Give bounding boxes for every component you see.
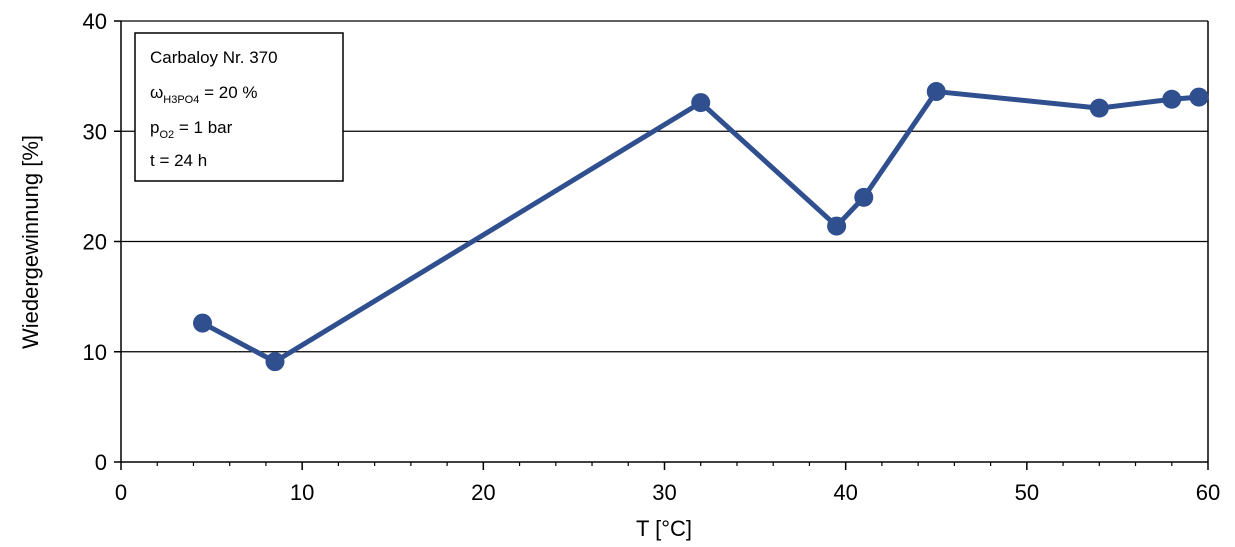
x-tick-label-0: 0: [115, 480, 127, 505]
annotation-line-2-sub: H3PO4: [163, 94, 199, 106]
x-tick-label-4: 40: [833, 480, 857, 505]
data-point-0-6: [1089, 98, 1109, 118]
data-point-0-7: [1162, 89, 1182, 109]
annotation-frame: [134, 32, 344, 182]
data-point-0-1: [265, 352, 285, 372]
annotation-line-2-main: ω: [150, 83, 163, 102]
y-tick-label-1: 10: [83, 340, 107, 365]
y-tick-label-3: 30: [83, 119, 107, 144]
x-tick-label-5: 50: [1015, 480, 1039, 505]
data-point-0-5: [926, 82, 946, 102]
data-point-0-8: [1189, 87, 1209, 107]
data-point-0-0: [193, 313, 213, 333]
annotation-line-3-main: p: [150, 118, 159, 137]
annotation-line-3-rest: = 1 bar: [174, 118, 232, 137]
y-axis-title: Wiedergewinnung [%]: [18, 135, 43, 349]
y-tick-label-2: 20: [83, 230, 107, 255]
x-tick-label-6: 60: [1196, 480, 1220, 505]
annotation-line-4: t = 24 h: [150, 151, 207, 170]
data-point-0-4: [854, 187, 874, 207]
series-line-0: [201, 89, 1200, 365]
data-point-0-2: [691, 93, 711, 113]
x-tick-label-2: 20: [471, 480, 495, 505]
x-tick-label-1: 10: [290, 480, 314, 505]
y-tick-label-4: 40: [83, 9, 107, 34]
x-axis-title: T [°C]: [636, 516, 692, 541]
ticks: [114, 20, 1209, 470]
x-tick-label-3: 30: [652, 480, 676, 505]
tick-labels: 0 10 20 30 40 0 10 20 30 40 50 60: [83, 9, 1221, 505]
annotation-line-3: pO2 = 1 bar: [150, 118, 233, 141]
data-point-0-3: [827, 216, 847, 236]
y-tick-label-0: 0: [95, 450, 107, 475]
annotation-box: Carbaloy Nr. 370 ωH3PO4 = 20 % pO2 = 1 b…: [134, 32, 344, 182]
annotation-line-1: Carbaloy Nr. 370: [150, 48, 278, 67]
annotation-line-2: ωH3PO4 = 20 %: [150, 83, 257, 106]
series: [193, 82, 1209, 372]
annotation-line-2-rest: = 20 %: [199, 83, 257, 102]
annotation-line-3-sub: O2: [159, 129, 174, 141]
